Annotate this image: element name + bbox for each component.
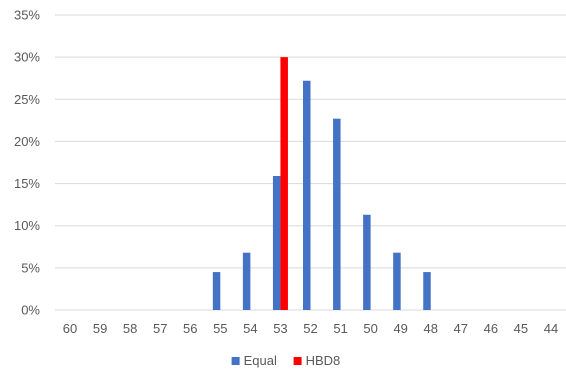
legend-item-equal: Equal [231,353,277,368]
x-tick-label: 46 [484,321,498,336]
x-tick-label: 51 [333,321,347,336]
x-tick-label: 56 [183,321,197,336]
y-tick-label: 10% [14,218,40,233]
y-tick-label: 25% [14,92,40,107]
y-tick-label: 15% [14,176,40,191]
legend-swatch [293,357,302,365]
x-tick-label: 55 [213,321,227,336]
x-tick-label: 58 [123,321,137,336]
y-axis-tick-labels: 0% 5% 10% 15% 20% 25% 30% 35% [14,8,40,318]
bar-equal-49 [393,252,401,310]
legend-item-hbd8: HBD8 [293,353,341,368]
x-tick-label: 54 [243,321,257,336]
bar-hbd8-53 [280,57,288,311]
legend-label: HBD8 [306,353,341,368]
x-tick-label: 52 [303,321,317,336]
bar-equal-51 [333,118,341,311]
legend: Equal HBD8 [231,353,341,368]
y-tick-label: 20% [14,134,40,149]
bar-equal-55 [212,272,221,310]
x-tick-label: 47 [454,321,468,336]
x-tick-label: 44 [544,321,558,336]
x-tick-label: 49 [393,321,407,336]
x-tick-label: 60 [63,321,77,336]
x-axis-tick-labels: 60 59 58 57 56 55 54 53 52 51 50 49 48 47 46 45 44 [63,321,558,336]
legend-label: Equal [244,353,277,368]
bar-equal-52 [303,80,311,310]
x-tick-label: 45 [514,321,528,336]
y-tick-label: 35% [14,8,40,23]
bar-equal-53 [272,175,281,310]
bar-equal-54 [242,252,251,310]
x-tick-label: 57 [153,321,167,336]
y-tick-label: 30% [14,50,40,65]
y-tick-label: 5% [21,260,40,275]
bar-equal-50 [363,214,371,310]
bars [212,57,431,311]
legend-swatch [231,357,240,365]
x-tick-label: 53 [273,321,287,336]
x-tick-label: 48 [424,321,438,336]
x-tick-label: 59 [93,321,107,336]
bar-equal-48 [423,272,431,310]
y-tick-label: 0% [21,303,40,318]
x-tick-label: 50 [363,321,377,336]
